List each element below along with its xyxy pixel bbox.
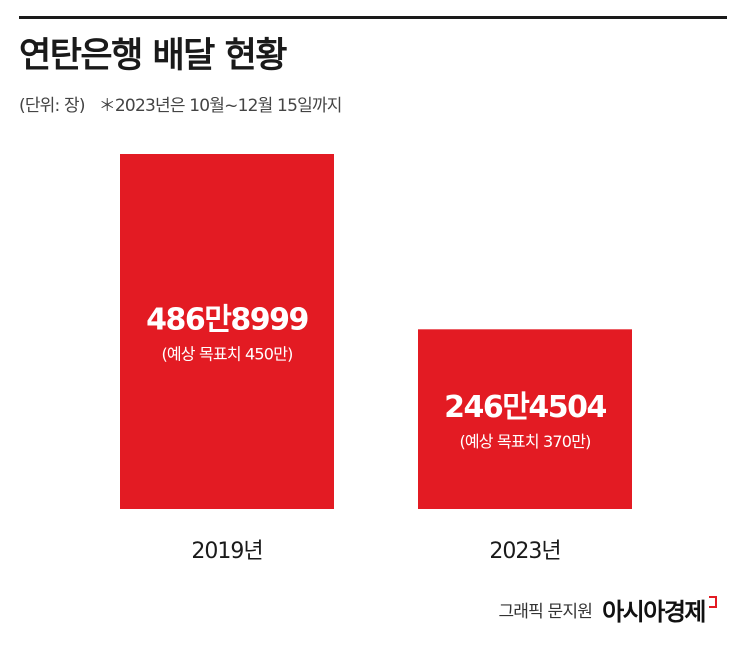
bar-value-label-0: 486만8999 (146, 303, 308, 338)
chart-title: 연탄은행 배달 현황 (19, 36, 287, 76)
bar-value-label-1: 246만4504 (444, 390, 606, 425)
publisher-logo: 아시아경제 (602, 598, 706, 626)
graphic-credit: 그래픽 문지원 (498, 602, 593, 622)
chart-subtitle: (단위: 장) ＊2023년은 10월~12월 15일까지 (19, 95, 342, 117)
x-tick-label-1: 2023년 (489, 539, 560, 564)
date-range-note: ＊2023년은 10월~12월 15일까지 (98, 96, 343, 116)
bar-target-label-1: (예상 목표치 370만) (459, 432, 590, 451)
bars-layer: 486만8999 (예상 목표치 450만) 2019년 246만4504 (예상 목표… (120, 154, 632, 564)
bar-1 (418, 329, 632, 509)
top-rule (19, 16, 727, 19)
logo-mark-icon (709, 596, 717, 608)
bar-0 (120, 154, 334, 509)
unit-label: (단위: 장) (19, 96, 86, 116)
x-tick-label-0: 2019년 (191, 539, 262, 564)
bar-target-label-0: (예상 목표치 450만) (161, 345, 292, 364)
credit-line: 그래픽 문지원 아시아경제 (498, 592, 717, 627)
